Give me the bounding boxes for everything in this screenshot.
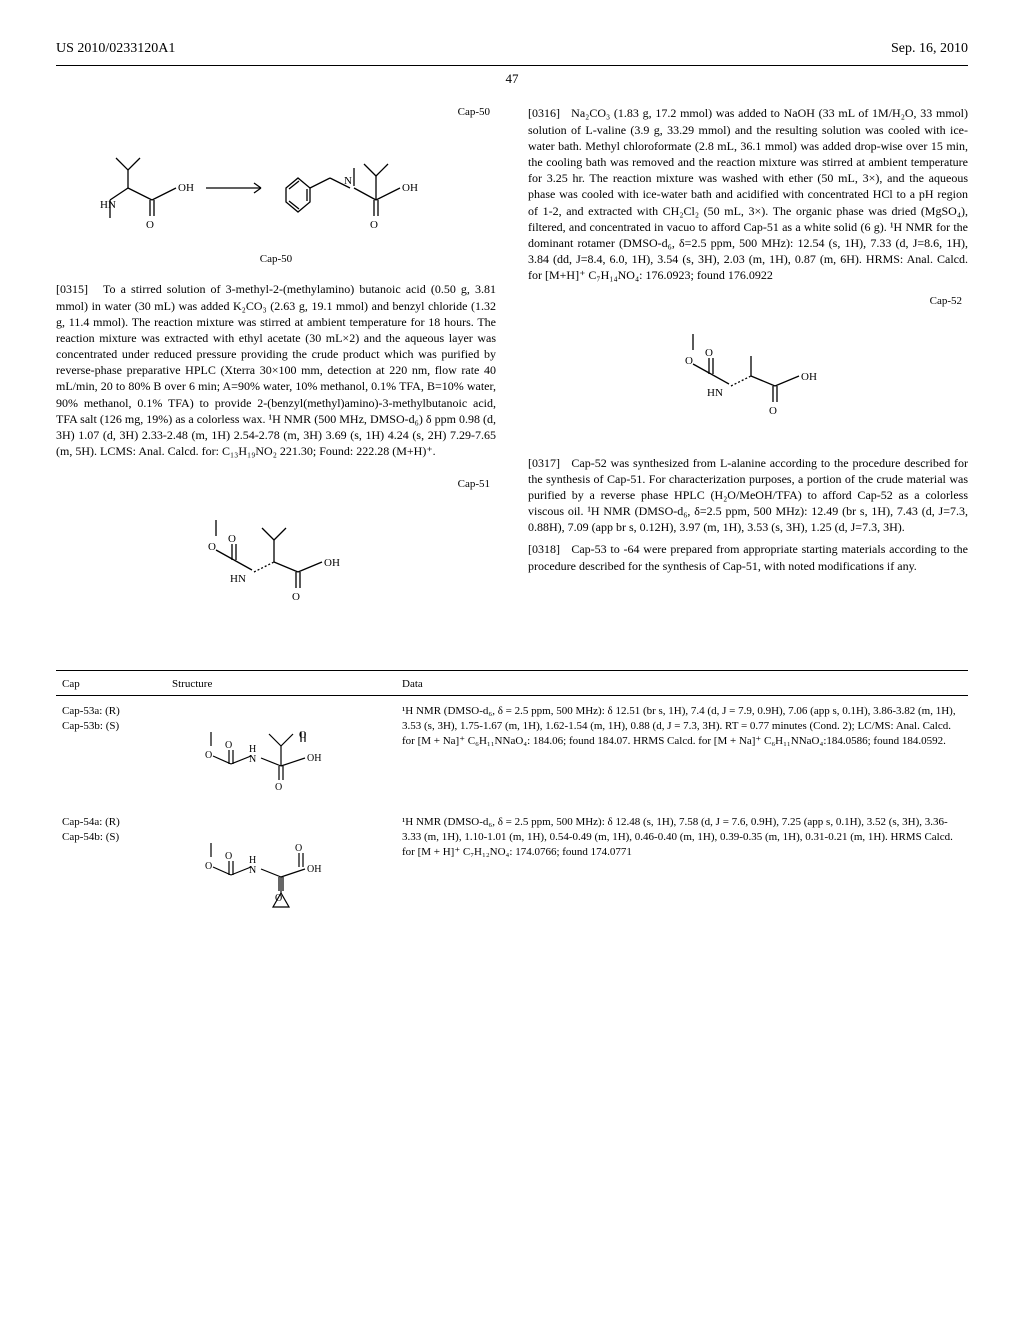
svg-text:O: O — [705, 347, 713, 359]
doc-number: US 2010/0233120A1 — [56, 40, 175, 59]
svg-text:N: N — [344, 175, 352, 187]
svg-text:HN: HN — [100, 199, 116, 211]
svg-text:O: O — [295, 843, 302, 854]
cap-54a: Cap-54a: (R) — [62, 815, 160, 830]
para-num-0315: [0315] — [56, 282, 88, 296]
th-data: Data — [396, 671, 968, 696]
header-rule — [56, 65, 968, 66]
svg-text:OH: OH — [801, 371, 817, 383]
table-row: Cap-53a: (R) Cap-53b: (S) O O H N — [56, 696, 968, 807]
svg-text:O: O — [205, 750, 212, 761]
struct-cap53: O O H N OH O O — [191, 704, 371, 794]
data-cap53: ¹H NMR (DMSO-d₆, δ = 2.5 ppm, 500 MHz): … — [396, 696, 968, 807]
table-row: Cap-54a: (R) Cap-54b: (S) O O H N — [56, 807, 968, 928]
para-num-0318: [0318] — [528, 542, 560, 556]
data-cap54: ¹H NMR (DMSO-d₆, δ = 2.5 ppm, 500 MHz): … — [396, 807, 968, 928]
svg-text:O: O — [225, 851, 232, 862]
scheme-cap51: O O HN O OH — [56, 500, 496, 634]
doc-date: Sep. 16, 2010 — [891, 40, 968, 59]
svg-text:HN: HN — [707, 387, 723, 399]
para-0318: [0318] Cap-53 to -64 were prepared from … — [528, 541, 968, 573]
para-num-0317: [0317] — [528, 456, 560, 470]
svg-text:OH: OH — [307, 753, 321, 764]
cap-table: Cap Structure Data Cap-53a: (R) Cap-53b:… — [56, 670, 968, 928]
para-0318-text: Cap-53 to -64 were prepared from appropr… — [528, 542, 968, 572]
svg-text:OH: OH — [402, 182, 418, 194]
scheme51-label: Cap-51 — [56, 477, 496, 492]
svg-text:O: O — [205, 861, 212, 872]
svg-text:O: O — [292, 591, 300, 603]
scheme52-label: Cap-52 — [528, 294, 968, 309]
scheme-cap52: O O HN O OH — [528, 316, 968, 440]
svg-text:OH: OH — [324, 557, 340, 569]
page-number: 47 — [56, 70, 968, 88]
svg-text:OH: OH — [307, 864, 321, 875]
svg-text:O: O — [208, 541, 216, 553]
svg-text:N: N — [249, 865, 256, 876]
cap-53b: Cap-53b: (S) — [62, 719, 160, 734]
struct-cap54: O O H N OH O O — [191, 815, 371, 915]
scheme50-label-top: Cap-50 — [56, 105, 496, 120]
right-column: [0316] Na₂CO₃ (1.83 g, 17.2 mmol) was ad… — [528, 105, 968, 648]
para-0317-text: Cap-52 was synthesized from L-alanine ac… — [528, 456, 968, 535]
svg-text:O: O — [146, 219, 154, 231]
svg-text:HN: HN — [230, 573, 246, 585]
svg-text:O: O — [225, 740, 232, 751]
para-num-0316: [0316] — [528, 106, 560, 120]
th-struct: Structure — [166, 671, 396, 696]
svg-text:O: O — [275, 782, 282, 793]
cap-54b: Cap-54b: (S) — [62, 830, 160, 845]
svg-text:O: O — [228, 533, 236, 545]
svg-text:O: O — [370, 219, 378, 231]
svg-text:N: N — [249, 754, 256, 765]
cap-53a: Cap-53a: (R) — [62, 704, 160, 719]
svg-text:O: O — [685, 355, 693, 367]
th-cap: Cap — [56, 671, 166, 696]
para-0315: [0315] To a stirred solution of 3-methyl… — [56, 281, 496, 459]
svg-text:O: O — [769, 405, 777, 417]
para-0316: [0316] Na₂CO₃ (1.83 g, 17.2 mmol) was ad… — [528, 105, 968, 283]
scheme50-label-bottom: Cap-50 — [56, 252, 496, 267]
para-0316-text: Na₂CO₃ (1.83 g, 17.2 mmol) was added to … — [528, 106, 968, 282]
left-column: Cap-50 HN OH O — [56, 105, 496, 648]
para-0317: [0317] Cap-52 was synthesized from L-ala… — [528, 455, 968, 536]
svg-text:OH: OH — [178, 182, 194, 194]
scheme-cap50: HN OH O N — [56, 128, 496, 267]
para-0315-text: To a stirred solution of 3-methyl-2-(met… — [56, 282, 496, 458]
